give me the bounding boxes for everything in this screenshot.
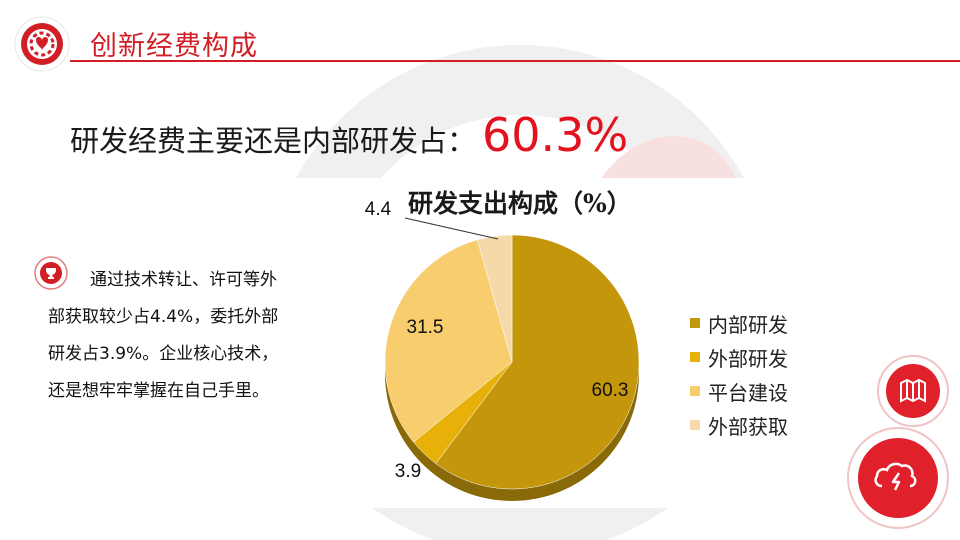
data-label-2: 31.5 bbox=[407, 317, 444, 338]
headline-value: 60.3% bbox=[482, 108, 629, 162]
gear-heart-logo-icon bbox=[14, 16, 70, 72]
legend-label: 平台建设 bbox=[708, 380, 788, 405]
legend-label: 外部获取 bbox=[708, 414, 788, 439]
legend-item-3: 外部获取 bbox=[690, 408, 788, 442]
description-text: 通过技术转让、许可等外部获取较少占4.4%，委托外部研发占3.9%。企业核心技术… bbox=[48, 270, 279, 401]
legend-swatch bbox=[690, 386, 700, 396]
pie-slice-3 bbox=[477, 234, 513, 363]
legend-label: 内部研发 bbox=[708, 312, 788, 337]
pie-slice-2 bbox=[384, 239, 513, 443]
trophy-icon bbox=[34, 256, 68, 290]
chart-legend: 内部研发外部研发平台建设外部获取 bbox=[690, 306, 788, 442]
data-label-1: 3.9 bbox=[395, 461, 421, 482]
legend-swatch bbox=[690, 420, 700, 430]
legend-swatch bbox=[690, 352, 700, 362]
page-title: 创新经费构成 bbox=[90, 31, 258, 62]
lightning-icon bbox=[874, 462, 917, 491]
chart-title: 研发支出构成（%） bbox=[408, 189, 632, 218]
headline: 研发经费主要还是内部研发占： 60.3% bbox=[70, 108, 628, 162]
data-label-3: 4.4 bbox=[365, 199, 392, 220]
pie-slice-0 bbox=[435, 234, 640, 490]
lightning-button[interactable] bbox=[846, 426, 950, 530]
legend-label: 外部研发 bbox=[708, 346, 788, 371]
headline-text: 研发经费主要还是内部研发占： bbox=[70, 124, 477, 158]
header-divider bbox=[70, 60, 960, 62]
leader-line bbox=[404, 217, 499, 240]
legend-item-2: 平台建设 bbox=[690, 374, 788, 408]
map-button[interactable] bbox=[876, 354, 950, 428]
legend-item-1: 外部研发 bbox=[690, 340, 788, 374]
legend-swatch bbox=[690, 318, 700, 328]
data-label-0: 60.3 bbox=[592, 380, 629, 401]
legend-item-0: 内部研发 bbox=[690, 306, 788, 340]
map-icon bbox=[900, 378, 926, 403]
